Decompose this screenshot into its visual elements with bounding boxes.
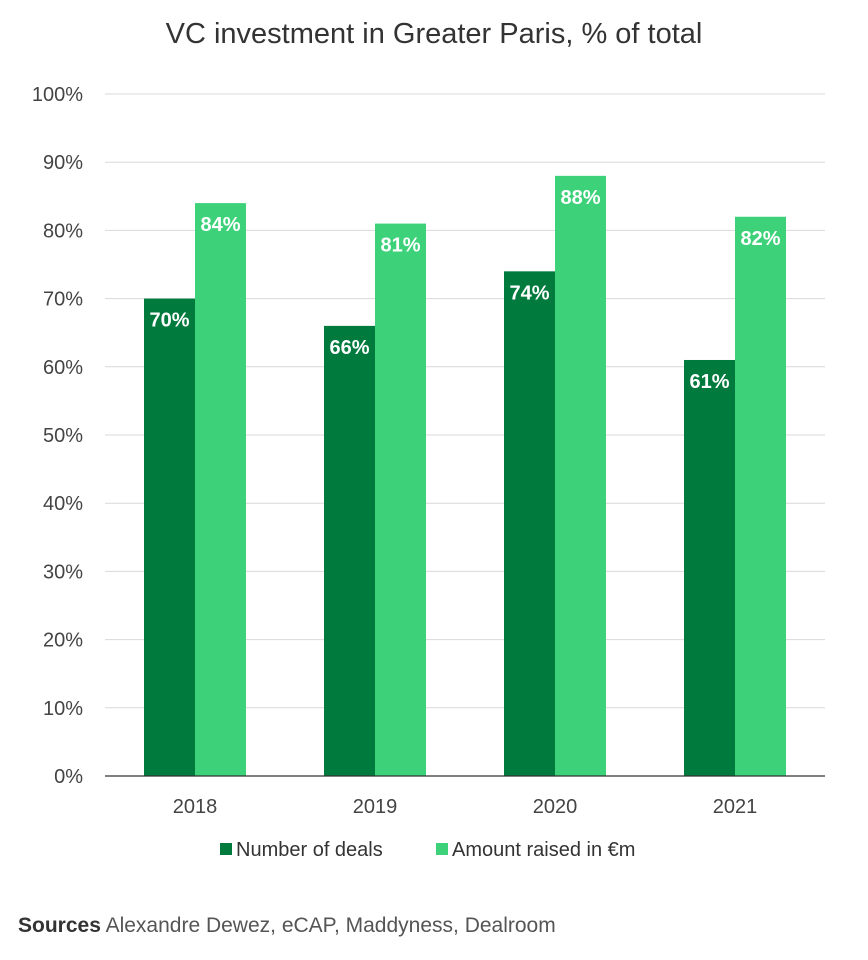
bar-number-of-deals (324, 325, 375, 776)
data-label: 70% (149, 310, 189, 332)
bar-amount-raised (735, 216, 786, 776)
bar-chart: 0% 10% 20% 30% 40% 50% 60% 70% 80% 90% 100% 70% 84% 2… (32, 84, 825, 861)
data-label: 88% (560, 187, 600, 209)
legend-label-amount-raised: Amount raised in €m (452, 839, 635, 861)
y-tick-label: 0% (54, 766, 83, 788)
data-label: 84% (200, 214, 240, 236)
data-label: 61% (689, 371, 729, 393)
sources-text: Alexandre Dewez, eCAP, Maddyness, Dealro… (105, 914, 556, 937)
x-tick-label: 2021 (713, 796, 758, 818)
legend-label-number-of-deals: Number of deals (236, 839, 383, 861)
sources-label: Sources (18, 914, 101, 937)
chart-title: VC investment in Greater Paris, % of tot… (165, 18, 703, 50)
y-tick-label: 40% (43, 493, 83, 515)
bar-number-of-deals (504, 271, 555, 776)
y-tick-label: 60% (43, 357, 83, 379)
data-label: 81% (380, 235, 420, 257)
y-tick-label: 20% (43, 630, 83, 652)
y-tick-label: 30% (43, 561, 83, 583)
sources-note: Sources Alexandre Dewez, eCAP, Maddyness… (18, 914, 556, 938)
y-tick-label: 10% (43, 698, 83, 720)
y-tick-label: 100% (32, 84, 83, 106)
y-tick-label: 70% (43, 289, 83, 311)
y-tick-label: 80% (43, 220, 83, 242)
bar-number-of-deals (684, 359, 735, 776)
bar-amount-raised (195, 203, 246, 776)
bar-amount-raised (555, 175, 606, 777)
legend-swatch-number-of-deals (220, 843, 232, 855)
y-tick-label: 90% (43, 152, 83, 174)
x-tick-label: 2019 (353, 796, 398, 818)
x-tick-label: 2018 (173, 796, 218, 818)
bar-number-of-deals (144, 298, 195, 776)
y-tick-label: 50% (43, 425, 83, 447)
data-label: 74% (509, 282, 549, 304)
data-label: 82% (740, 228, 780, 250)
x-tick-label: 2020 (533, 796, 578, 818)
data-label: 66% (329, 337, 369, 359)
bar-amount-raised (375, 223, 426, 776)
legend-swatch-amount-raised (436, 843, 448, 855)
